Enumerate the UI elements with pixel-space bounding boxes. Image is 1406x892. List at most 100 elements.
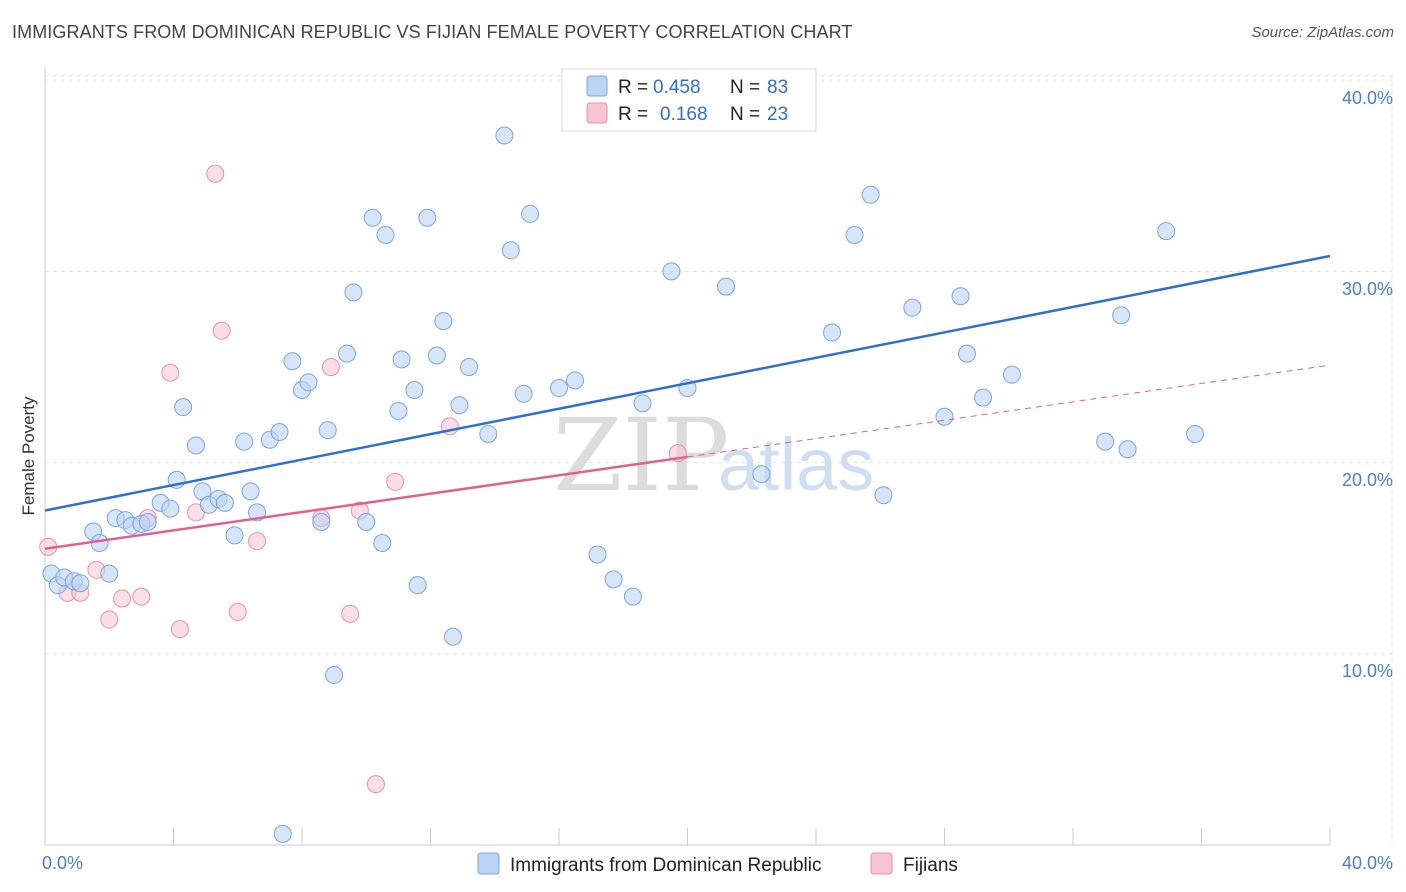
fijians-point-9: [170, 620, 189, 639]
bottom-legend-label-pink: Fijians: [903, 855, 958, 876]
dominican-point-51: [479, 424, 498, 443]
legend-swatch-pink: [586, 102, 608, 124]
dominican-point-16: [174, 398, 193, 417]
dominican-point-40: [376, 225, 395, 244]
dominican-point-73: [951, 287, 970, 306]
dominican-point-48: [443, 627, 462, 646]
legend-n-label-blue: N =: [730, 77, 760, 98]
y-tick-label-30: 30.0%: [1342, 279, 1393, 299]
source-label: Source: ZipAtlas.com: [1251, 24, 1394, 41]
dominican-point-39: [373, 534, 392, 553]
dominican-point-23: [235, 432, 254, 451]
dominican-point-21: [215, 493, 234, 512]
fijians-point-17: [341, 604, 360, 623]
dominican-point-72: [935, 407, 954, 426]
dominican-point-70: [874, 486, 893, 505]
dominican-point-57: [566, 371, 585, 390]
dominican-point-44: [408, 576, 427, 595]
dominican-point-14: [161, 499, 180, 518]
bottom-legend-swatch-blue: [477, 852, 500, 875]
y-tick-labels: 10.0% 20.0% 30.0% 40.0%: [1342, 88, 1393, 681]
fijians-point-20: [386, 472, 405, 491]
dominican-point-7: [100, 564, 119, 583]
dominican-point-29: [283, 352, 302, 371]
dominican-point-47: [434, 312, 453, 331]
dominican-point-61: [633, 394, 652, 413]
y-axis-label: Female Poverty: [19, 396, 38, 516]
watermark-atlas: atlas: [718, 423, 874, 506]
watermark: ZIP atlas: [553, 397, 874, 514]
x-tick-label-max: 40.0%: [1342, 853, 1393, 873]
legend-n-label-pink: N =: [730, 104, 760, 125]
dominican-point-32: [312, 512, 331, 531]
dominican-point-55: [521, 204, 540, 223]
legend-r-label-pink: R =: [618, 104, 648, 125]
y-tick-label-40: 40.0%: [1342, 88, 1393, 108]
dominican-point-22: [225, 526, 244, 545]
gridlines: [45, 75, 1393, 845]
dominican-point-80: [1157, 222, 1176, 241]
dominican-point-35: [337, 344, 356, 363]
fijians-point-16: [321, 358, 340, 376]
dominican-point-71: [903, 298, 922, 317]
fijians-point-8: [161, 363, 180, 382]
dominican-point-37: [357, 512, 376, 531]
fijians-point-4: [100, 610, 119, 629]
fijians-point-6: [132, 587, 151, 606]
correlation-legend: R = 0.458 N = 83 R = 0.168 N = 23: [561, 68, 817, 132]
dominican-point-53: [501, 241, 520, 260]
dominican-point-68: [845, 225, 864, 244]
fijians-point-14: [248, 532, 267, 551]
legend-n-value-pink: 23: [767, 104, 788, 125]
fijians-point-11: [206, 164, 225, 183]
y-tick-label-10: 10.0%: [1342, 661, 1393, 681]
fijians-point-12: [212, 321, 231, 340]
fijians-point-19: [366, 775, 385, 794]
dominican-point-46: [427, 346, 446, 365]
dominican-point-56: [550, 379, 568, 398]
legend-swatch-blue: [586, 75, 608, 97]
fijians-trend-line: [44, 455, 688, 551]
dominican-point-58: [588, 545, 607, 564]
bottom-legend-swatch-pink: [870, 852, 893, 875]
series-legend: Immigrants from Dominican Republic Fijia…: [477, 852, 958, 876]
dominican-point-42: [392, 350, 411, 369]
dominican-point-79: [1118, 440, 1137, 459]
dominican-point-77: [1096, 432, 1115, 451]
dominican-point-41: [389, 402, 408, 421]
dominican-point-50: [460, 358, 479, 376]
dominican-point-4: [71, 574, 90, 593]
dominican-point-45: [418, 208, 437, 227]
dominican-point-75: [974, 388, 993, 407]
dominican-point-38: [363, 208, 382, 227]
dominican-point-34: [325, 666, 344, 685]
dominican-point-76: [1002, 365, 1021, 384]
fijians-trend-line-extension: [687, 364, 1331, 458]
dominican-point-33: [318, 421, 337, 440]
x-tick-label-min: 0.0%: [42, 853, 83, 873]
chart-title: IMMIGRANTS FROM DOMINICAN REPUBLIC VS FI…: [12, 22, 853, 42]
dominican-point-27: [270, 423, 289, 442]
fijians-point-13: [228, 602, 247, 621]
legend-r-value-blue: 0.458: [653, 77, 701, 98]
dominican-point-67: [823, 323, 842, 342]
dominican-point-28: [273, 824, 292, 843]
legend-r-value-pink: 0.168: [660, 104, 708, 125]
dominican-point-54: [514, 384, 533, 403]
dominican-point-78: [1112, 306, 1131, 325]
legend-r-label-blue: R =: [618, 77, 648, 98]
dominican-point-12: [138, 512, 157, 531]
dominican-trend-line: [44, 254, 1331, 512]
dominican-point-62: [662, 262, 681, 281]
dominican-point-60: [623, 587, 642, 606]
axes: [44, 68, 1331, 846]
dominican-point-43: [405, 380, 424, 399]
y-tick-label-20: 20.0%: [1342, 470, 1393, 490]
dominican-point-31: [299, 373, 318, 392]
dominican-point-36: [344, 283, 363, 302]
dominican-point-74: [957, 344, 976, 363]
dominican-point-69: [861, 185, 880, 204]
dominican-point-52: [495, 126, 514, 145]
bottom-legend-label-blue: Immigrants from Dominican Republic: [510, 855, 822, 876]
